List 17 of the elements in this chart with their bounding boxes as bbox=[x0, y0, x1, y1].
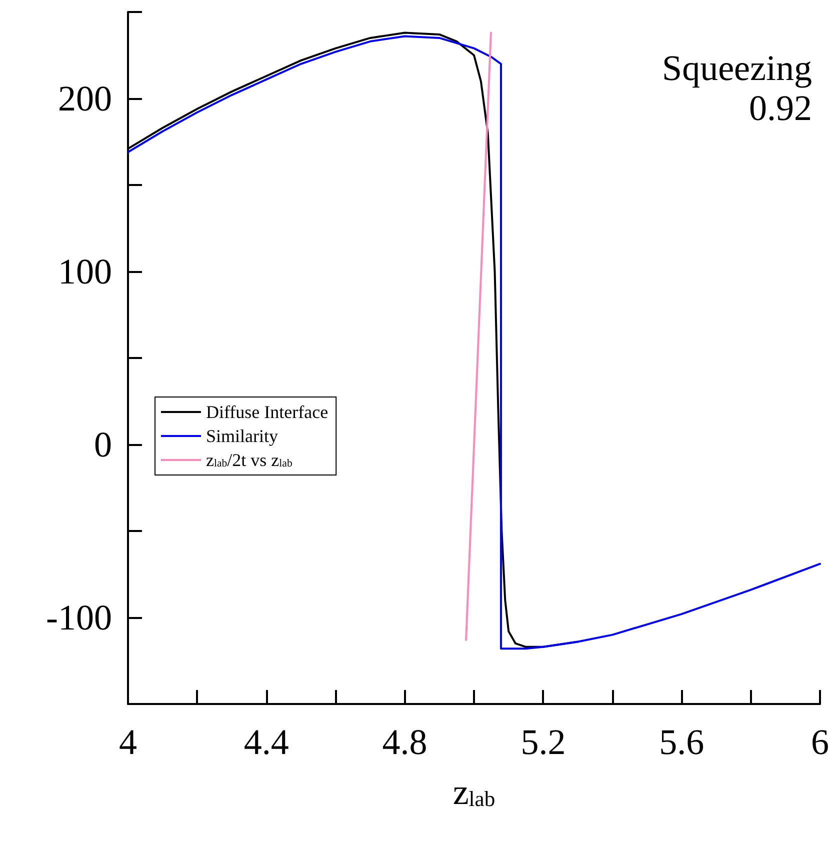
line-series bbox=[127, 35, 821, 650]
x-tick-label: 4.8 bbox=[382, 722, 428, 762]
annotation: Squeezing bbox=[662, 48, 812, 88]
y-tick-label: -100 bbox=[46, 598, 112, 638]
annotation: 0.92 bbox=[749, 88, 812, 128]
legend-label: Diffuse Interface bbox=[206, 402, 328, 422]
y-tick-label: 0 bbox=[94, 424, 112, 464]
x-tick-label: 4.4 bbox=[244, 722, 289, 762]
x-axis-title: zlab bbox=[452, 772, 496, 812]
legend-label: Similarity bbox=[206, 426, 278, 446]
x-tick-label: 5.6 bbox=[659, 722, 704, 762]
x-tick-label: 6 bbox=[811, 722, 829, 762]
x-tick-label: 5.2 bbox=[520, 722, 566, 762]
y-tick-label: 200 bbox=[58, 78, 112, 118]
x-tick-label: 4 bbox=[119, 722, 137, 762]
y-tick-label: 100 bbox=[58, 252, 112, 292]
legend-label: zlab/2t vs zlab bbox=[206, 450, 292, 470]
